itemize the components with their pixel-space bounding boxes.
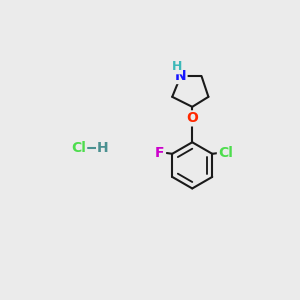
Text: H: H [97,141,109,155]
Text: N: N [175,69,187,83]
Text: O: O [186,111,198,125]
Text: F: F [155,146,165,160]
Text: H: H [172,60,182,73]
Text: Cl: Cl [218,146,233,160]
Text: Cl: Cl [71,141,86,155]
